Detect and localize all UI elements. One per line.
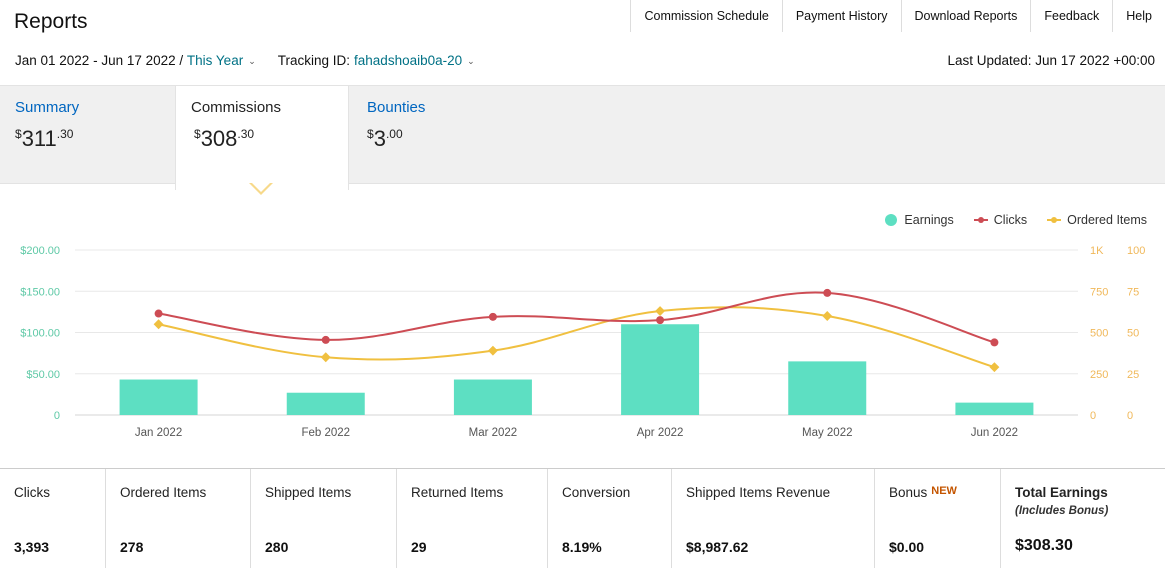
x-axis-tick: Feb 2022 xyxy=(301,427,350,439)
clicks-point xyxy=(321,335,330,344)
chevron-down-icon: ⌄ xyxy=(467,56,475,66)
commission-schedule-button[interactable]: Commission Schedule xyxy=(630,0,782,32)
period-dropdown[interactable]: This Year ⌄ xyxy=(187,53,256,68)
tracking-id-value: fahadshoaib0a-20 xyxy=(354,53,463,68)
ordered-items-point xyxy=(655,306,666,316)
right-axis-tick: 750 xyxy=(1090,286,1108,298)
stat-bonus: Bonus NEW $0.00 xyxy=(875,469,1001,568)
x-axis-tick: Apr 2022 xyxy=(637,427,684,439)
tab-summary[interactable]: Summary $311.30 xyxy=(0,86,175,185)
right-axis-tick: 0 xyxy=(1127,410,1133,422)
tab-summary-amount: $311.30 xyxy=(15,126,74,151)
x-axis-tick: Mar 2022 xyxy=(469,427,518,439)
legend-clicks[interactable]: Clicks xyxy=(973,213,1027,227)
ordered-items-point xyxy=(487,345,498,356)
tab-commissions-label: Commissions xyxy=(191,99,282,116)
legend-ordered-items[interactable]: Ordered Items xyxy=(1047,213,1147,227)
x-axis-tick: May 2022 xyxy=(802,427,853,439)
x-axis-tick: Jan 2022 xyxy=(135,427,182,439)
clicks-point xyxy=(990,338,999,347)
right-axis-tick: 25 xyxy=(1127,369,1139,381)
ordered-items-point xyxy=(320,352,331,363)
stat-ordered-items: Ordered Items 278 xyxy=(106,469,251,568)
tab-bounties-label: Bounties xyxy=(367,99,426,116)
right-axis-tick: 100 xyxy=(1127,245,1145,257)
right-axis-tick: 250 xyxy=(1090,369,1108,381)
right-axis-tick: 50 xyxy=(1127,328,1139,340)
download-reports-button[interactable]: Download Reports xyxy=(900,0,1031,32)
clicks-point xyxy=(823,288,832,297)
ordered-items-point xyxy=(822,311,833,321)
help-button[interactable]: Help xyxy=(1112,0,1165,32)
report-header: Reports Commission Schedule Payment Hist… xyxy=(0,0,1165,85)
tracking-id-dropdown[interactable]: Tracking ID: fahadshoaib0a-20 ⌄ xyxy=(278,53,475,68)
last-updated-text: Last Updated: Jun 17 2022 +00:00 xyxy=(947,53,1155,68)
right-axis-tick: 500 xyxy=(1090,328,1108,340)
stat-total-earnings: Total Earnings (Includes Bonus) $308.30 xyxy=(1015,485,1109,554)
clicks-point xyxy=(488,312,497,321)
x-axis-tick: Jun 2022 xyxy=(971,427,1018,439)
earnings-bar xyxy=(119,379,198,415)
right-axis-tick: 0 xyxy=(1090,410,1096,422)
top-navigation: Commission Schedule Payment History Down… xyxy=(630,0,1165,32)
tab-commissions[interactable]: Commissions $308.30 xyxy=(175,86,349,190)
period-label: This Year xyxy=(186,53,244,68)
earnings-dot-icon xyxy=(885,214,898,226)
clicks-line xyxy=(158,291,995,344)
filter-row: Jan 01 2022 - Jun 17 2022 / This Year ⌄ … xyxy=(15,53,475,68)
clicks-point xyxy=(656,316,665,325)
stats-bar: Clicks 3,393 Ordered Items 278 Shipped I… xyxy=(0,468,1165,568)
ordered-items-point xyxy=(153,319,164,330)
right-axis-tick: 75 xyxy=(1127,286,1139,298)
left-axis-tick: $100.00 xyxy=(20,328,60,340)
legend-earnings[interactable]: Earnings xyxy=(885,213,954,227)
tab-bounties-amount: $3.00 xyxy=(367,126,403,151)
tab-bounties[interactable]: Bounties $3.00 xyxy=(349,86,549,185)
earnings-bar xyxy=(286,392,365,415)
left-axis-tick: $150.00 xyxy=(20,286,60,298)
feedback-button[interactable]: Feedback xyxy=(1030,0,1113,32)
left-axis-tick: $50.00 xyxy=(26,369,60,381)
date-range-text: Jan 01 2022 - Jun 17 2022 xyxy=(15,53,176,68)
stat-clicks: Clicks 3,393 xyxy=(0,469,106,568)
stat-shipped-revenue: Shipped Items Revenue $8,987.62 xyxy=(672,469,875,568)
chart-legend: Earnings Clicks Ordered Items xyxy=(865,213,1147,227)
tab-commissions-amount: $308.30 xyxy=(194,126,255,151)
left-axis-tick: $200.00 xyxy=(20,245,60,257)
tracking-label: Tracking ID: xyxy=(277,53,351,68)
clicks-line-icon xyxy=(973,217,988,223)
stat-returned-items: Returned Items 29 xyxy=(397,469,548,568)
active-tab-pointer-icon xyxy=(249,182,273,195)
tab-summary-label: Summary xyxy=(15,99,80,116)
ordered-items-line xyxy=(158,306,995,369)
earnings-bar xyxy=(453,379,532,415)
chevron-down-icon: ⌄ xyxy=(248,56,256,66)
payment-history-button[interactable]: Payment History xyxy=(781,0,901,32)
right-axis-tick: 1K xyxy=(1090,245,1104,257)
report-tabs: Summary $311.30 Commissions $308.30 Boun… xyxy=(0,85,1165,190)
date-separator: / xyxy=(175,53,187,68)
earnings-bar xyxy=(788,361,867,415)
ordered-items-point xyxy=(989,362,1000,373)
earnings-chart: 0 0 0 $50.00 250 25 $100.00 500 50 $150.00 750 75 $2… xyxy=(20,245,1145,439)
clicks-point xyxy=(154,309,163,318)
page-title: Reports xyxy=(14,10,88,33)
stat-conversion: Conversion 8.19% xyxy=(548,469,672,568)
stat-shipped-items: Shipped Items 280 xyxy=(251,469,397,568)
new-badge: NEW xyxy=(931,485,957,497)
earnings-bar xyxy=(621,324,700,415)
left-axis-tick: 0 xyxy=(54,410,60,422)
earnings-bar xyxy=(955,402,1034,415)
ordered-items-line-icon xyxy=(1047,217,1062,223)
